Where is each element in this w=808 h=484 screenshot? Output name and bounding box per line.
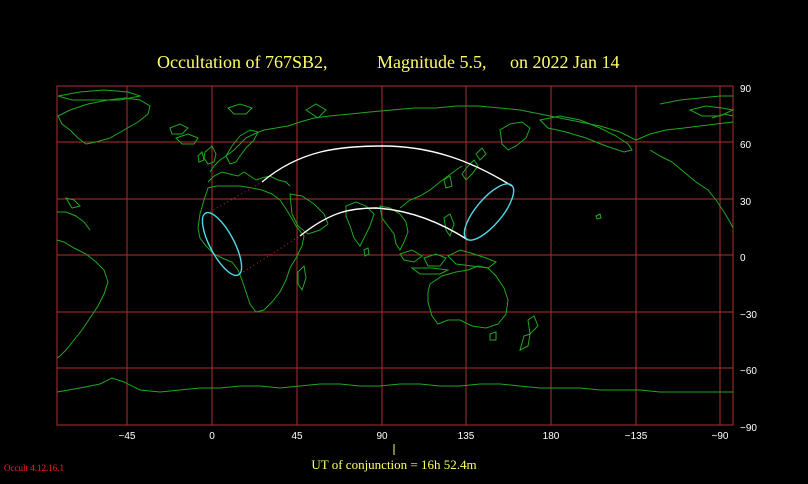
occultation-path xyxy=(261,145,513,241)
version-label: Occult 4.12.16.1 xyxy=(4,463,64,473)
coastline-new-zealand xyxy=(519,333,531,351)
shadow-ellipse-end xyxy=(463,183,515,241)
longitude-axis: −45 0 45 90 135 180 −135 −90 xyxy=(119,431,729,442)
coastline-scandinavia xyxy=(225,129,259,165)
latitude-tick-label: −30 xyxy=(740,310,757,321)
coastline-hawaii xyxy=(595,213,602,220)
coastline-africa xyxy=(197,185,305,313)
coastline-india xyxy=(345,201,375,247)
shadow-ellipses xyxy=(201,183,515,277)
coastline-north-america xyxy=(649,149,734,229)
longitude-tick-label: −90 xyxy=(712,431,729,442)
path-southern-limit xyxy=(299,207,469,241)
coastlines xyxy=(56,89,735,393)
longitude-tick-label: −135 xyxy=(625,431,648,442)
latitude-tick-label: 90 xyxy=(740,84,752,95)
coastline-canadian-arctic xyxy=(711,113,734,119)
latitude-tick-label: 0 xyxy=(740,253,746,264)
coastline-british-isles xyxy=(197,151,205,163)
conjunction-time: UT of conjunction = 16h 52.4m xyxy=(311,457,476,472)
graticule xyxy=(57,86,733,425)
coastline-east-asia xyxy=(399,165,463,209)
coastline-japan xyxy=(461,159,479,181)
latitude-axis: 90 60 30 0 −30 −60 −90 xyxy=(740,84,757,434)
latitude-tick-label: 60 xyxy=(740,140,752,151)
coastline-europe-south xyxy=(207,171,291,187)
coastline-japan xyxy=(475,147,487,161)
longitude-tick-label: 90 xyxy=(376,431,388,442)
coastline-indonesia xyxy=(399,249,423,263)
coastline-caribbean xyxy=(57,211,91,231)
path-extension xyxy=(209,181,301,275)
coastline-arctic-islands xyxy=(227,103,253,115)
coastline-caribbean xyxy=(64,197,81,209)
longitude-tick-label: 45 xyxy=(291,431,303,442)
latitude-tick-label: 30 xyxy=(740,197,752,208)
coastline-sri-lanka xyxy=(363,247,370,257)
path-northern-limit xyxy=(261,145,513,187)
longitude-tick-label: −45 xyxy=(119,431,136,442)
coastline-russia-east xyxy=(538,115,633,153)
coastline-philippines xyxy=(443,213,455,238)
coastline-iceland xyxy=(175,133,199,145)
coastline-canadian-arctic xyxy=(688,105,735,117)
coastline-indonesia xyxy=(410,267,450,275)
coastline-arctic-islands xyxy=(169,123,189,135)
longitude-tick-label: 180 xyxy=(543,431,560,442)
coastline-eurasia xyxy=(209,105,637,173)
longitude-tick-label: 0 xyxy=(209,431,215,442)
coastline-madagascar xyxy=(297,264,307,292)
coastline-alaska xyxy=(635,121,734,141)
coastline-canadian-arctic xyxy=(659,95,733,105)
coastline-arctic-islands xyxy=(57,89,142,101)
title-date: on 2022 Jan 14 xyxy=(510,52,620,72)
longitude-tick-label: 135 xyxy=(458,431,475,442)
latitude-tick-label: −60 xyxy=(740,366,757,377)
coastline-southeast-asia xyxy=(379,205,409,251)
shadow-ellipse-start xyxy=(201,211,243,277)
coastline-greenland xyxy=(57,97,151,145)
coastline-tasmania xyxy=(489,331,497,341)
coastline-british-isles xyxy=(203,145,217,165)
coastline-antarctica xyxy=(56,377,733,393)
title-object: Occultation of 767SB2, xyxy=(157,52,327,72)
coastline-russia-east xyxy=(499,121,531,151)
coastline-new-zealand xyxy=(527,315,539,336)
latitude-tick-label: −90 xyxy=(740,423,757,434)
coastline-south-america xyxy=(56,239,109,359)
coastline-arctic-islands xyxy=(305,103,327,119)
coastline-arabia xyxy=(289,193,329,235)
coastline-indonesia xyxy=(447,249,498,269)
coastline-indonesia xyxy=(423,253,447,267)
coastline-australia xyxy=(427,265,509,329)
coastline-korea xyxy=(443,175,453,189)
title-magnitude: Magnitude 5.5, xyxy=(377,52,487,72)
